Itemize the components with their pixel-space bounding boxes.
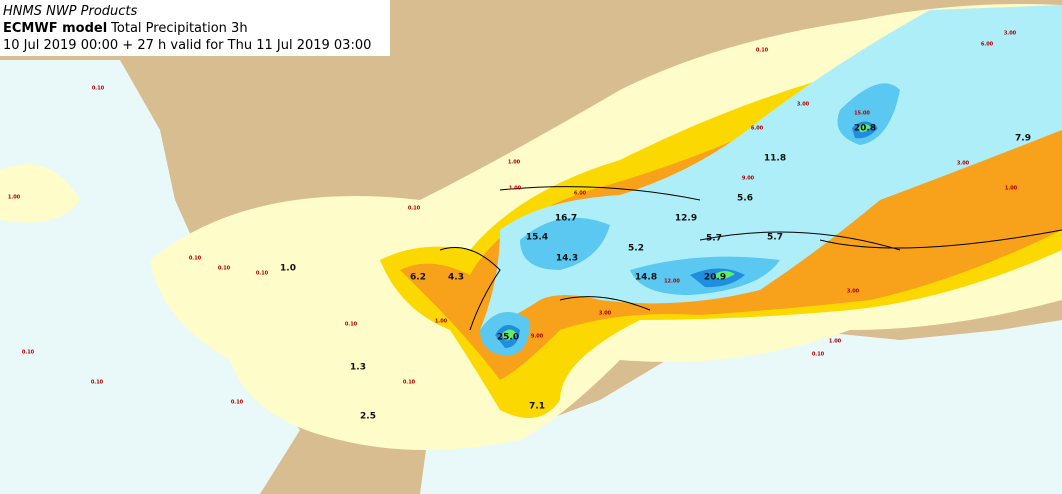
contour-label: 1.00 (508, 160, 521, 166)
max-value: 11.8 (764, 154, 786, 164)
header-box (0, 0, 390, 56)
contour-label: 0.10 (218, 266, 231, 272)
contour-label: 0.10 (408, 206, 421, 212)
contour-label: 3.00 (957, 161, 970, 167)
max-value: 15.4 (526, 233, 548, 243)
max-value: 5.7 (767, 233, 783, 243)
contour-label: 0.10 (403, 380, 416, 386)
borders (439, 186, 1062, 331)
labels: 1.0 6.2 4.3 15.4 16.7 14.3 12.9 5.2 5.6 5.7 5.7 11.… (8, 31, 1031, 422)
max-value: 5.6 (737, 194, 753, 204)
contour-label: 0.10 (22, 350, 35, 356)
contour-label: 3.00 (1004, 31, 1017, 37)
max-value: 20.9 (704, 273, 726, 283)
sea-west (0, 60, 300, 494)
max-value: 7.9 (1015, 134, 1031, 144)
contour-label: 0.10 (756, 48, 769, 54)
max-value: 5.7 (706, 234, 722, 244)
contour-label: 0.10 (345, 322, 358, 328)
max-value: 4.3 (448, 273, 464, 283)
contour-label: 0.10 (256, 271, 269, 277)
contour-label: 0.10 (92, 86, 105, 92)
max-value: 12.9 (675, 214, 697, 224)
contour-label: 6.00 (574, 191, 587, 197)
max-value: 14.8 (635, 273, 657, 283)
contour-label: 1.00 (829, 339, 842, 345)
contour-label: 3.00 (599, 311, 612, 317)
contour-label: 0.10 (91, 380, 104, 386)
contour-label: 1.00 (1005, 186, 1018, 192)
max-value: 7.1 (529, 402, 545, 412)
max-value: 6.2 (410, 273, 426, 283)
max-value: 5.2 (628, 244, 644, 254)
contour-label: 9.00 (531, 334, 544, 340)
max-value: 25.0 (497, 333, 519, 343)
contour-label: 1.00 (435, 319, 448, 325)
header-title: HNMS NWP Products (3, 4, 138, 19)
contour-label: 6.00 (981, 42, 994, 48)
contour-label: 1.00 (509, 186, 522, 192)
max-value: 20.8 (854, 124, 876, 134)
header-line: ECMWF model Total Precipitation 3h (3, 21, 248, 36)
contour-label: 3.00 (797, 102, 810, 108)
product-name: Total Precipitation 3h (110, 21, 247, 36)
validity: 10 Jul 2019 00:00 + 27 h valid for Thu 1… (3, 38, 371, 53)
contour-label: 3.00 (847, 289, 860, 295)
contour-label: 9.00 (742, 176, 755, 182)
max-value: 1.3 (350, 363, 366, 373)
max-value: 16.7 (555, 214, 577, 224)
contour-label: 1.00 (8, 195, 21, 201)
model-name: ECMWF model (3, 21, 107, 36)
contour-label: 0.10 (812, 352, 825, 358)
contour-label: 0.10 (189, 256, 202, 262)
precip-600 (480, 5, 1062, 330)
contour-label: 0.10 (231, 400, 244, 406)
max-value: 2.5 (360, 412, 376, 422)
contour-label: 15.00 (854, 111, 870, 117)
max-value: 14.3 (556, 254, 578, 264)
precip-900 (480, 83, 900, 356)
contour-label: 6.00 (751, 126, 764, 132)
contour-label: 12.00 (664, 279, 680, 285)
sea-aegean (420, 320, 1062, 494)
max-value: 1.0 (280, 264, 296, 274)
